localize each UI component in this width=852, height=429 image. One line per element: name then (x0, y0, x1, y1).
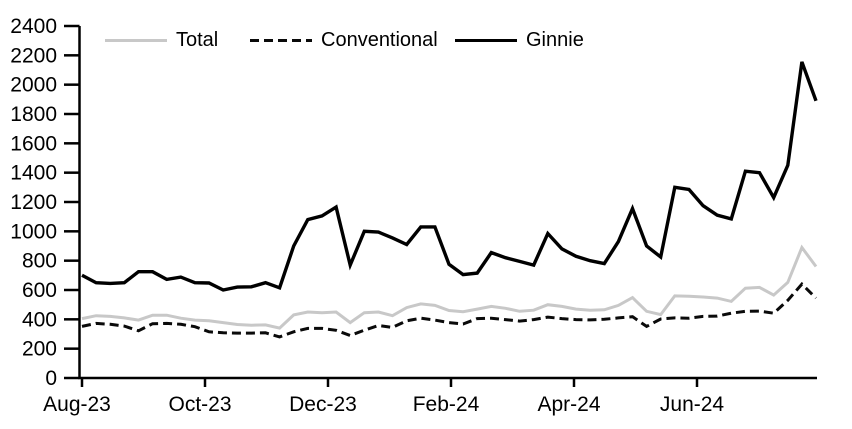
y-tick-label: 800 (22, 250, 57, 273)
axis-lines (78, 26, 817, 380)
y-tick-label: 2000 (10, 74, 57, 97)
y-tick-label: 200 (22, 338, 57, 361)
y-tick-label: 600 (22, 279, 57, 302)
x-tick-label: Apr-24 (537, 393, 600, 416)
y-tick-label: 1800 (10, 103, 57, 126)
x-tick-label: Oct-23 (168, 393, 231, 416)
x-tick-label: Aug-23 (43, 393, 111, 416)
y-tick-label: 2200 (10, 44, 57, 67)
series-line-total (81, 244, 818, 330)
series-line-ginnie (81, 61, 818, 292)
y-tick-label: 400 (22, 308, 57, 331)
y-tick-label: 1600 (10, 132, 57, 155)
x-tick-label: Feb-24 (413, 393, 480, 416)
x-tick-label: Dec-23 (289, 393, 357, 416)
series-line-conventional (81, 281, 818, 339)
y-tick-label: 1000 (10, 220, 57, 243)
x-tick-label: Jun-24 (660, 393, 725, 416)
y-tick-label: 0 (45, 367, 57, 390)
y-tick-label: 1400 (10, 162, 57, 185)
y-tick-label: 2400 (10, 15, 57, 38)
y-tick-label: 1200 (10, 191, 57, 214)
